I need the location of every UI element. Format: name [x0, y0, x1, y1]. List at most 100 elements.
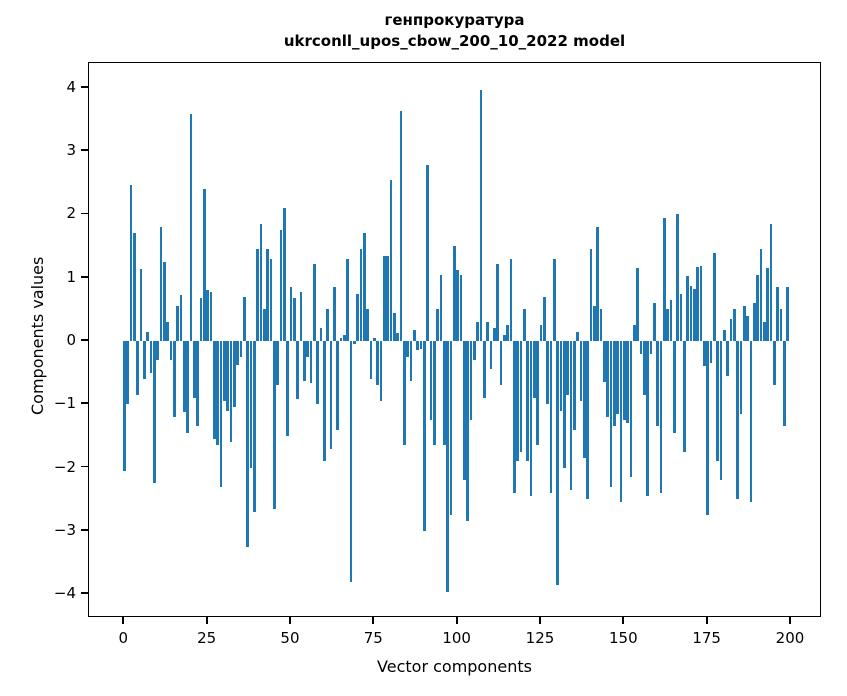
- bar: [436, 309, 439, 341]
- x-tick-mark: [122, 617, 125, 624]
- bar: [756, 274, 759, 341]
- bar: [529, 341, 533, 497]
- bar: [606, 341, 609, 417]
- x-tick-mark: [539, 617, 541, 624]
- bar: [266, 249, 269, 341]
- bar: [446, 341, 449, 593]
- x-tick-label: 0: [118, 629, 129, 647]
- bar: [439, 274, 443, 341]
- bar: [452, 246, 456, 341]
- bar: [226, 341, 229, 411]
- bar: [449, 341, 453, 516]
- x-tick-label: 125: [525, 629, 555, 647]
- bar: [652, 303, 656, 341]
- bar: [359, 249, 363, 341]
- bar: [509, 258, 513, 341]
- bar: [172, 341, 176, 417]
- bar: [716, 341, 719, 462]
- bar: [472, 341, 476, 360]
- bar: [176, 306, 179, 341]
- bar: [349, 341, 353, 582]
- bar: [369, 341, 373, 379]
- x-tick-label: 25: [197, 629, 217, 647]
- x-tick-label: 150: [608, 629, 638, 647]
- bar: [622, 341, 626, 421]
- bar: [506, 325, 509, 341]
- bar: [709, 341, 713, 364]
- y-tick-label: −4: [53, 584, 76, 603]
- bar: [159, 227, 163, 341]
- bar: [442, 341, 446, 446]
- bar: [732, 308, 736, 341]
- bar: [272, 341, 276, 509]
- bar: [522, 309, 526, 341]
- bar: [459, 274, 463, 341]
- bar: [742, 306, 746, 341]
- bar: [259, 223, 263, 341]
- bar: [409, 341, 413, 381]
- bar: [139, 269, 143, 341]
- bar: [492, 328, 496, 341]
- bar: [546, 341, 549, 405]
- bar: [216, 341, 219, 446]
- bar: [496, 263, 499, 341]
- chart-title-line-2: ukrconll_upos_cbow_200_10_2022 model: [283, 32, 626, 50]
- x-tick-mark: [622, 617, 625, 624]
- bar: [456, 270, 459, 341]
- bar: [629, 341, 633, 478]
- bar: [269, 258, 273, 341]
- bar: [306, 341, 309, 357]
- bar: [682, 341, 686, 452]
- bar: [592, 306, 596, 341]
- x-tick-label: 200: [775, 629, 805, 647]
- bar: [262, 309, 266, 341]
- bar: [692, 289, 696, 341]
- y-tick-label: 4: [66, 77, 76, 96]
- y-tick-mark: [81, 149, 88, 151]
- x-tick-label: 50: [280, 629, 300, 647]
- bar: [186, 341, 189, 433]
- bar: [576, 331, 579, 341]
- bar: [332, 287, 336, 341]
- bar: [202, 189, 206, 341]
- bar: [429, 341, 433, 421]
- x-tick-mark: [455, 617, 458, 624]
- bar: [689, 285, 693, 341]
- bar: [526, 341, 529, 462]
- bar: [156, 341, 159, 360]
- bar: [249, 341, 253, 468]
- bar: [406, 341, 409, 358]
- bar: [539, 325, 543, 341]
- bar: [646, 341, 649, 497]
- bar: [129, 184, 133, 341]
- bar: [686, 276, 689, 341]
- chart-title: генпрокуратура ukrconll_upos_cbow_200_10…: [88, 10, 821, 52]
- bar: [489, 341, 493, 370]
- bar: [182, 341, 186, 412]
- bar: [402, 341, 406, 446]
- bar: [319, 328, 323, 341]
- bar: [746, 315, 749, 341]
- bar: [696, 266, 699, 341]
- bar: [659, 341, 663, 493]
- bar: [626, 341, 629, 424]
- bar: [209, 291, 213, 341]
- bar: [636, 268, 639, 341]
- bar: [282, 208, 286, 341]
- bar: [642, 341, 646, 395]
- y-tick-label: 1: [66, 267, 76, 286]
- bar: [239, 341, 243, 358]
- bar: [312, 263, 316, 341]
- bar: [639, 341, 643, 354]
- bar: [556, 341, 559, 585]
- bar: [336, 341, 339, 430]
- bar: [612, 341, 616, 427]
- bar: [759, 249, 763, 341]
- bar: [699, 265, 703, 341]
- bar: [532, 341, 536, 398]
- bar: [779, 309, 783, 341]
- bar: [569, 341, 573, 490]
- bar: [666, 309, 669, 341]
- chart-title-line-1: генпрокуратура: [384, 11, 525, 29]
